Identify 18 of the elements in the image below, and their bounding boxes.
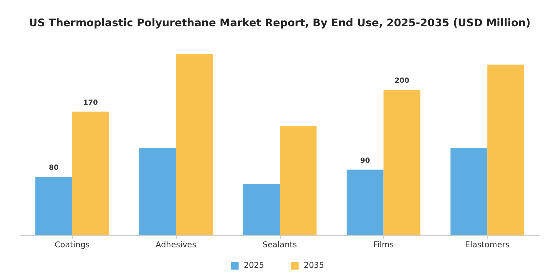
x-tick-label: Elastomers	[465, 240, 510, 250]
bar	[450, 148, 488, 235]
x-tick-label: Coatings	[54, 240, 90, 250]
chart-title: US Thermoplastic Polyurethane Market Report, By End Use, 2025-2035 (USD Million)	[29, 18, 531, 30]
bar	[346, 170, 384, 235]
bar	[176, 54, 214, 235]
bar	[36, 177, 72, 235]
bar	[384, 90, 421, 235]
legend-label: 2035	[304, 261, 324, 270]
x-tick-label: Films	[374, 240, 394, 250]
bar	[243, 184, 280, 235]
bar	[280, 126, 317, 235]
bar	[488, 64, 524, 235]
bar	[139, 148, 176, 235]
x-tick-label: Adhesives	[156, 240, 197, 250]
bar	[72, 112, 110, 235]
x-tick-label: Sealants	[262, 240, 298, 250]
legend-label: 2025	[244, 261, 264, 270]
